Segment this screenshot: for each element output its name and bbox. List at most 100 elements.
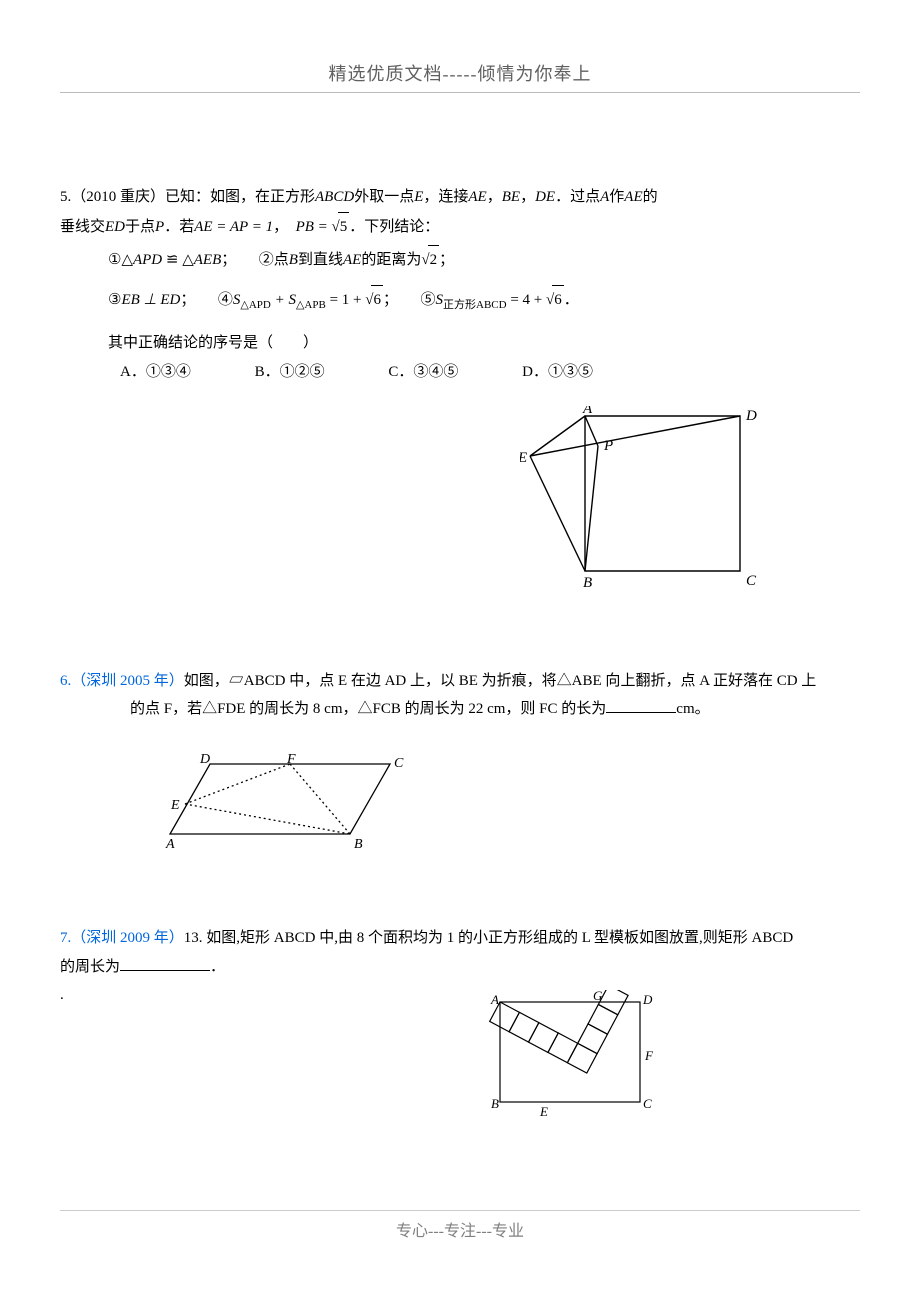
p7-figure: A B C D E F G [290,990,860,1131]
t: 外取一点 [354,189,414,205]
p6-line2: 的点 F，若△FDE 的周长为 8 cm，△FCB 的周长为 22 cm，则 F… [60,695,860,724]
problem-6: 6.（深圳 2005 年）如图，▱ABCD 中，点 E 在边 AD 上，以 BE… [60,667,860,865]
t: AE = AP = 1 [194,219,273,235]
svg-text:P: P [603,438,613,454]
t: DE [535,189,555,205]
problem-7: 7.（深圳 2009 年）13. 如图,矩形 ABCD 中,由 8 个面积均为 … [60,924,860,1130]
t: 2 [428,245,440,275]
svg-text:E: E [170,798,180,813]
p5-abcd: ABCD [315,189,354,205]
sqrt-icon: √6 [365,285,383,315]
t: 到直线 [298,252,343,268]
svg-text:C: C [394,756,404,771]
page-header: 精选优质文档-----倾情为你奉上 [60,60,860,93]
t: ． [564,292,579,308]
sqrt-icon: √5 [332,212,350,242]
svg-text:C: C [746,573,757,589]
t: ③ [108,292,121,308]
sqrt-icon: √6 [546,285,564,315]
t: ．下列结论： [349,219,439,235]
t: △APD [240,299,270,311]
p7-svg: A B C D E F G [485,990,665,1120]
t: E [414,189,423,205]
t: ④ [218,292,233,308]
svg-text:C: C [643,1096,652,1111]
blank-input[interactable] [606,700,676,714]
t: EB ⊥ ED [121,292,180,308]
page-footer: 专心---专注---专业 [60,1210,860,1241]
option-b: B．①②⑤ [255,358,325,387]
p6-prefix: 6.（深圳 2005 年） [60,673,184,689]
t: P [155,219,164,235]
t: = 1 + [326,292,362,308]
t: ， [273,219,288,235]
svg-text:A: A [582,406,593,417]
svg-text:B: B [583,575,592,591]
t: AEB [194,252,222,268]
t: B [289,252,298,268]
t: ． [210,959,225,975]
sqrt-icon: √2 [421,245,439,275]
t: ； [221,252,236,268]
svg-text:B: B [491,1096,499,1111]
svg-text:E: E [520,450,527,466]
p5-options: A．①③④ B．①②⑤ C．③④⑤ D．①③⑤ [60,358,860,387]
p7-line2: 的周长为 ． [60,953,860,982]
t: ≌ △ [162,252,194,268]
t: BE [502,189,520,205]
p7-line1: 7.（深圳 2009 年）13. 如图,矩形 ABCD 中,由 8 个面积均为 … [60,924,860,953]
t: 垂线交 [60,219,105,235]
svg-text:D: D [745,408,757,424]
svg-text:A: A [165,837,175,852]
svg-text:F: F [644,1048,654,1063]
p7-prefix: 7.（深圳 2009 年） [60,930,184,946]
t: ②点 [259,252,289,268]
p5-line2: 垂线交ED于点P．若AE = AP = 1， PB = √5．下列结论： [60,212,860,242]
t: ⑤ [421,292,436,308]
t: ①△ [108,252,133,268]
svg-text:E: E [539,1104,548,1119]
t: A [600,189,609,205]
t: AE [468,189,486,205]
svg-text:D: D [199,754,210,767]
p5-stmts-row2: ③EB ⊥ ED； ④S△APD + S△APB = 1 + √6； ⑤S正方形… [60,285,860,316]
svg-text:F: F [286,754,296,767]
t: 于点 [125,219,155,235]
svg-text:A: A [490,992,499,1007]
svg-text:G: G [593,990,603,1003]
t: △APB [296,299,326,311]
t: ， [520,189,535,205]
t: 作 [609,189,624,205]
option-a: A．①③④ [120,358,191,387]
p6-svg: A B C D E F [160,754,420,854]
t: 正方形ABCD [443,299,507,311]
t: ； [439,252,454,268]
t: ； [180,292,195,308]
t: S [436,292,444,308]
t: 13. 如图,矩形 ABCD 中,由 8 个面积均为 1 的小正方形组成的 L … [184,930,793,946]
p5-svg: A B C D E P [520,406,780,596]
t: 5 [338,212,350,242]
t: 的点 F，若△FDE 的周长为 8 cm，△FCB 的周长为 22 cm，则 F… [130,701,606,717]
t: 的周长为 [60,959,120,975]
t: APD [133,252,162,268]
t: ED [105,219,125,235]
t: ．若 [164,219,194,235]
p5-stmts-row1: ①△APD ≌ △AEB； ②点B到直线AE的距离为√2； [60,245,860,275]
p5-question: 其中正确结论的序号是（ ） [60,329,860,358]
t: 6 [371,285,383,315]
t: = 4 + [507,292,543,308]
t: ．过点 [555,189,600,205]
t: ， [487,189,502,205]
option-c: C．③④⑤ [388,358,458,387]
problem-5: 5.（2010 重庆）已知：如图，在正方形ABCD外取一点E，连接AE，BE，D… [60,183,860,607]
t: + S [271,292,296,308]
option-d: D．①③⑤ [522,358,593,387]
t: AE [624,189,642,205]
t: 的 [643,189,658,205]
t: ； [383,292,398,308]
svg-text:B: B [354,837,363,852]
blank-input[interactable] [120,957,210,971]
t: 6 [552,285,564,315]
t: cm。 [676,701,709,717]
